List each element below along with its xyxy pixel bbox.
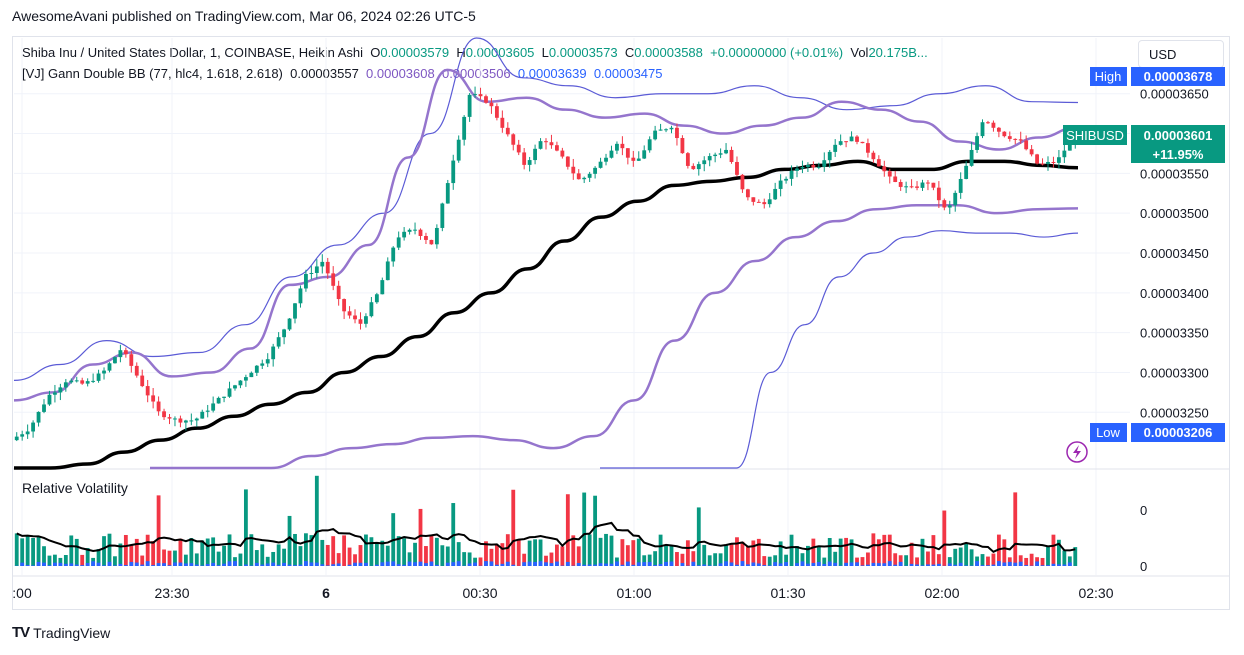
- close-value: 0.00003588: [634, 45, 703, 60]
- brand-name: TradingView: [33, 624, 111, 641]
- symbol-title[interactable]: Shiba Inu / United States Dollar, 1, COI…: [22, 45, 364, 60]
- low-value: 0.00003573: [548, 45, 618, 60]
- indicator-upper-inner-value: 0.00003608: [366, 66, 435, 81]
- change-value: +0.00000000 (+0.01%): [710, 45, 844, 60]
- indicator-title[interactable]: [VJ] Gann Double BB (77, hlc4, 1.618, 2.…: [22, 66, 283, 81]
- footer-brand: TV TradingView: [12, 624, 110, 641]
- volume-value: 20.175B...: [868, 45, 928, 60]
- indicator-basis-value: 0.00003557: [290, 66, 359, 81]
- indicator-upper-outer-value: 0.00003639: [517, 66, 587, 81]
- indicator-lower-outer-value: 0.00003475: [593, 66, 663, 81]
- close-label: C: [624, 45, 635, 60]
- tradingview-logo-icon: TV: [12, 624, 30, 641]
- high-value: 0.00003605: [465, 45, 535, 60]
- low-label: L: [541, 45, 549, 60]
- indicator-legend: [VJ] Gann Double BB (77, hlc4, 1.618, 2.…: [22, 66, 663, 81]
- publisher-line: AwesomeAvani published on TradingView.co…: [12, 8, 476, 24]
- chart-frame: [12, 36, 1230, 610]
- volume-label: Vol: [850, 45, 869, 60]
- symbol-legend: Shiba Inu / United States Dollar, 1, COI…: [22, 45, 928, 60]
- high-label: H: [456, 45, 466, 60]
- open-value: 0.00003579: [380, 45, 450, 60]
- relative-volatility-title[interactable]: Relative Volatility: [22, 480, 128, 496]
- open-label: O: [370, 45, 381, 60]
- currency-button[interactable]: USD: [1138, 40, 1224, 68]
- indicator-lower-inner-value: 0.00003506: [441, 66, 511, 81]
